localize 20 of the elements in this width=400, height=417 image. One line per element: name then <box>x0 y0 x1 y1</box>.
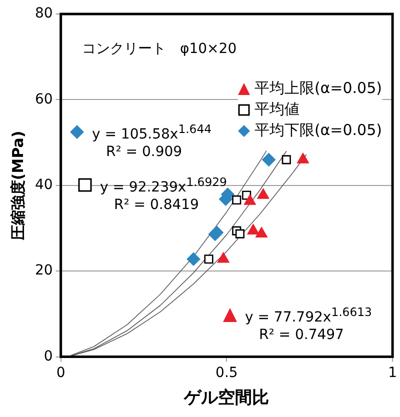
annotation: コンクリート φ10×20 <box>82 40 237 58</box>
y-tick-label: 20 <box>34 262 53 279</box>
y-tick-label: 0 <box>44 348 53 364</box>
y-axis-title: 圧縮強度(MPa) <box>8 130 27 242</box>
annotation: y = 105.58x$^{1.644}$ <box>92 122 212 143</box>
annotation: R² = 0.7497 <box>259 327 344 343</box>
x-axis-title: ゲル空間比 <box>183 388 270 408</box>
y-tick-label: 60 <box>34 91 53 108</box>
y-tick-label: 80 <box>34 6 53 22</box>
y-tick-label: 40 <box>34 177 53 194</box>
legend-label: 平均値 <box>254 100 300 118</box>
legend-label: 平均上限(α=0.05) <box>254 79 382 97</box>
x-tick-label: 0.5 <box>216 364 238 381</box>
annotation: R² = 0.909 <box>106 144 182 160</box>
annotation: y = 92.239x$^{1.6929}$ <box>100 175 227 196</box>
annotation: R² = 0.8419 <box>114 197 199 213</box>
x-tick-label: 1 <box>388 364 398 381</box>
annotation: y = 77.792x$^{1.6613}$ <box>245 305 372 326</box>
x-tick-label: 0 <box>56 364 66 381</box>
legend-label: 平均下限(α=0.05) <box>254 121 382 139</box>
